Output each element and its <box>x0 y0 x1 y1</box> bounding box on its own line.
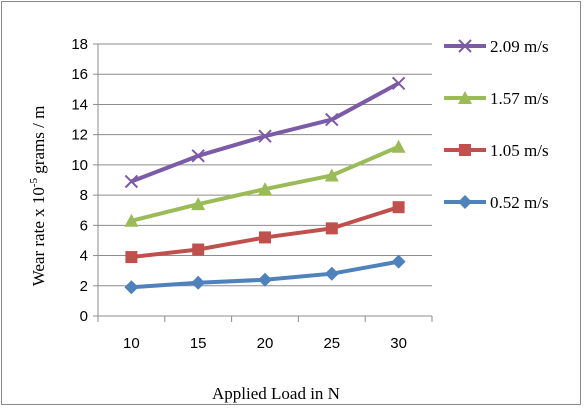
y-axis-title-exponent: -5 <box>28 177 40 187</box>
legend-label: 1.05 m/s <box>490 141 549 160</box>
y-tick-label: 14 <box>71 96 88 113</box>
data-point <box>191 275 206 290</box>
gridlines <box>98 43 432 287</box>
x-tick-label: 20 <box>257 335 274 352</box>
legend-label: 2.09 m/s <box>490 37 549 56</box>
y-tick-label: 8 <box>80 187 88 204</box>
data-point <box>124 174 139 189</box>
series-2-09-m-s <box>124 76 406 189</box>
legend-item: 0.52 m/s <box>444 193 549 212</box>
axes: 0 2 4 6 8 10 12 14 16 18 10 15 20 25 30 <box>71 36 433 352</box>
series-0-52-m-s <box>124 254 406 295</box>
y-tick-label: 0 <box>80 308 88 325</box>
legend-item: 2.09 m/s <box>444 37 549 56</box>
data-point <box>392 201 405 214</box>
x-axis-title: Applied Load in N <box>212 384 340 403</box>
legend-marker <box>459 144 471 156</box>
legend-marker <box>458 91 472 104</box>
data-point <box>124 213 139 227</box>
legend-marker <box>458 39 472 53</box>
data-point <box>324 266 339 281</box>
y-tick-label: 10 <box>71 157 88 174</box>
y-axis-title: Wear rate x 10-5 grams / m <box>28 106 48 287</box>
legend: 2.09 m/s 1.57 m/s 1.05 m/s 0.52 m/s <box>444 37 549 212</box>
data-point <box>191 197 206 211</box>
data-point <box>391 76 406 90</box>
data-point <box>325 112 339 127</box>
data-point <box>125 251 138 264</box>
legend-item: 1.05 m/s <box>444 141 549 160</box>
x-tick-label: 10 <box>123 335 140 352</box>
data-point <box>191 149 205 163</box>
data-point <box>325 222 338 235</box>
legend-label: 0.52 m/s <box>490 193 549 212</box>
x-tick-label: 25 <box>323 335 340 352</box>
series-lines <box>124 76 406 295</box>
legend-marker <box>458 195 472 209</box>
legend-label: 1.57 m/s <box>490 89 549 108</box>
data-point <box>192 243 205 256</box>
y-tick-label: 18 <box>71 36 88 53</box>
data-point <box>258 272 272 287</box>
data-point <box>124 280 139 295</box>
data-point <box>258 129 272 143</box>
y-tick-label: 4 <box>80 248 88 265</box>
y-tick-label: 2 <box>80 278 88 295</box>
y-tick-label: 6 <box>80 217 88 234</box>
x-tick-label: 30 <box>390 335 407 352</box>
y-axis-title-main: Wear rate x 10 <box>29 187 48 286</box>
y-tick-label: 16 <box>71 66 88 83</box>
series-1-05-m-s <box>125 201 405 264</box>
data-point <box>391 139 406 153</box>
y-tick-label: 12 <box>71 127 88 144</box>
legend-item: 1.57 m/s <box>444 89 549 108</box>
data-point <box>259 231 271 244</box>
data-point <box>258 182 272 196</box>
data-point <box>391 254 406 269</box>
x-tick-label: 15 <box>190 335 207 352</box>
series-line <box>130 81 400 184</box>
data-point <box>324 168 339 182</box>
series-1-57-m-s <box>124 139 406 227</box>
y-axis-title-tail: grams / m <box>29 106 48 178</box>
